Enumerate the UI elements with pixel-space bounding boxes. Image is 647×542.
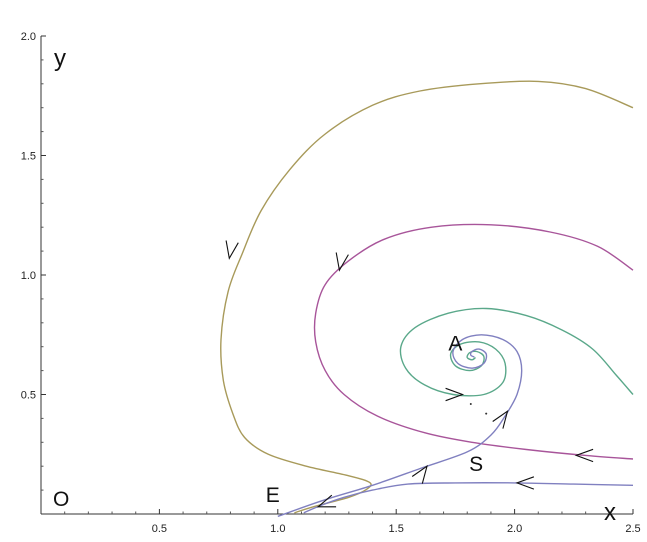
x-tick-label: 1.0 — [270, 523, 285, 535]
point-label-e: E — [266, 484, 280, 507]
trajectory-2 — [313, 223, 634, 460]
x-tick-label: 1.5 — [389, 523, 404, 535]
direction-arrow — [492, 409, 509, 429]
trajectory-3 — [399, 307, 634, 397]
x-ticks: 0.5 1.0 1.5 2.0 2.5 — [64, 509, 641, 535]
point-label-o: O — [53, 488, 69, 511]
y-tick-label: 0.5 — [21, 390, 36, 402]
x-axis-title: x — [604, 499, 616, 526]
trajectory-1 — [220, 80, 634, 514]
equilibrium-dot — [485, 412, 488, 415]
point-label-a: A — [448, 332, 462, 355]
direction-arrow — [574, 448, 594, 463]
direction-arrow — [445, 387, 465, 402]
y-tick-label: 1.0 — [21, 270, 36, 282]
trajectory-4 — [277, 334, 523, 518]
equilibrium-dot — [469, 403, 472, 406]
direction-arrow — [411, 464, 428, 484]
trajectories — [220, 80, 634, 518]
direction-arrow — [335, 252, 349, 272]
trajectory-5 — [303, 482, 634, 514]
direction-arrow — [225, 240, 239, 260]
y-axis-title: y — [54, 45, 66, 72]
y-ticks: 0.5 1.0 1.5 2.0 — [21, 31, 46, 491]
direction-arrow — [515, 476, 535, 490]
x-tick-label: 0.5 — [152, 523, 167, 535]
x-tick-label: 2.0 — [507, 523, 522, 535]
axes: 0.5 1.0 1.5 2.0 2.5 0.5 1.0 1.5 2.0 — [21, 31, 641, 535]
x-tick-label: 2.5 — [625, 523, 640, 535]
y-tick-label: 1.5 — [21, 151, 36, 163]
direction-arrows — [225, 240, 594, 508]
point-label-s: S — [469, 453, 483, 476]
direction-arrow — [316, 494, 337, 508]
y-tick-label: 2.0 — [21, 31, 36, 43]
point-labels: O E A S — [53, 332, 488, 511]
